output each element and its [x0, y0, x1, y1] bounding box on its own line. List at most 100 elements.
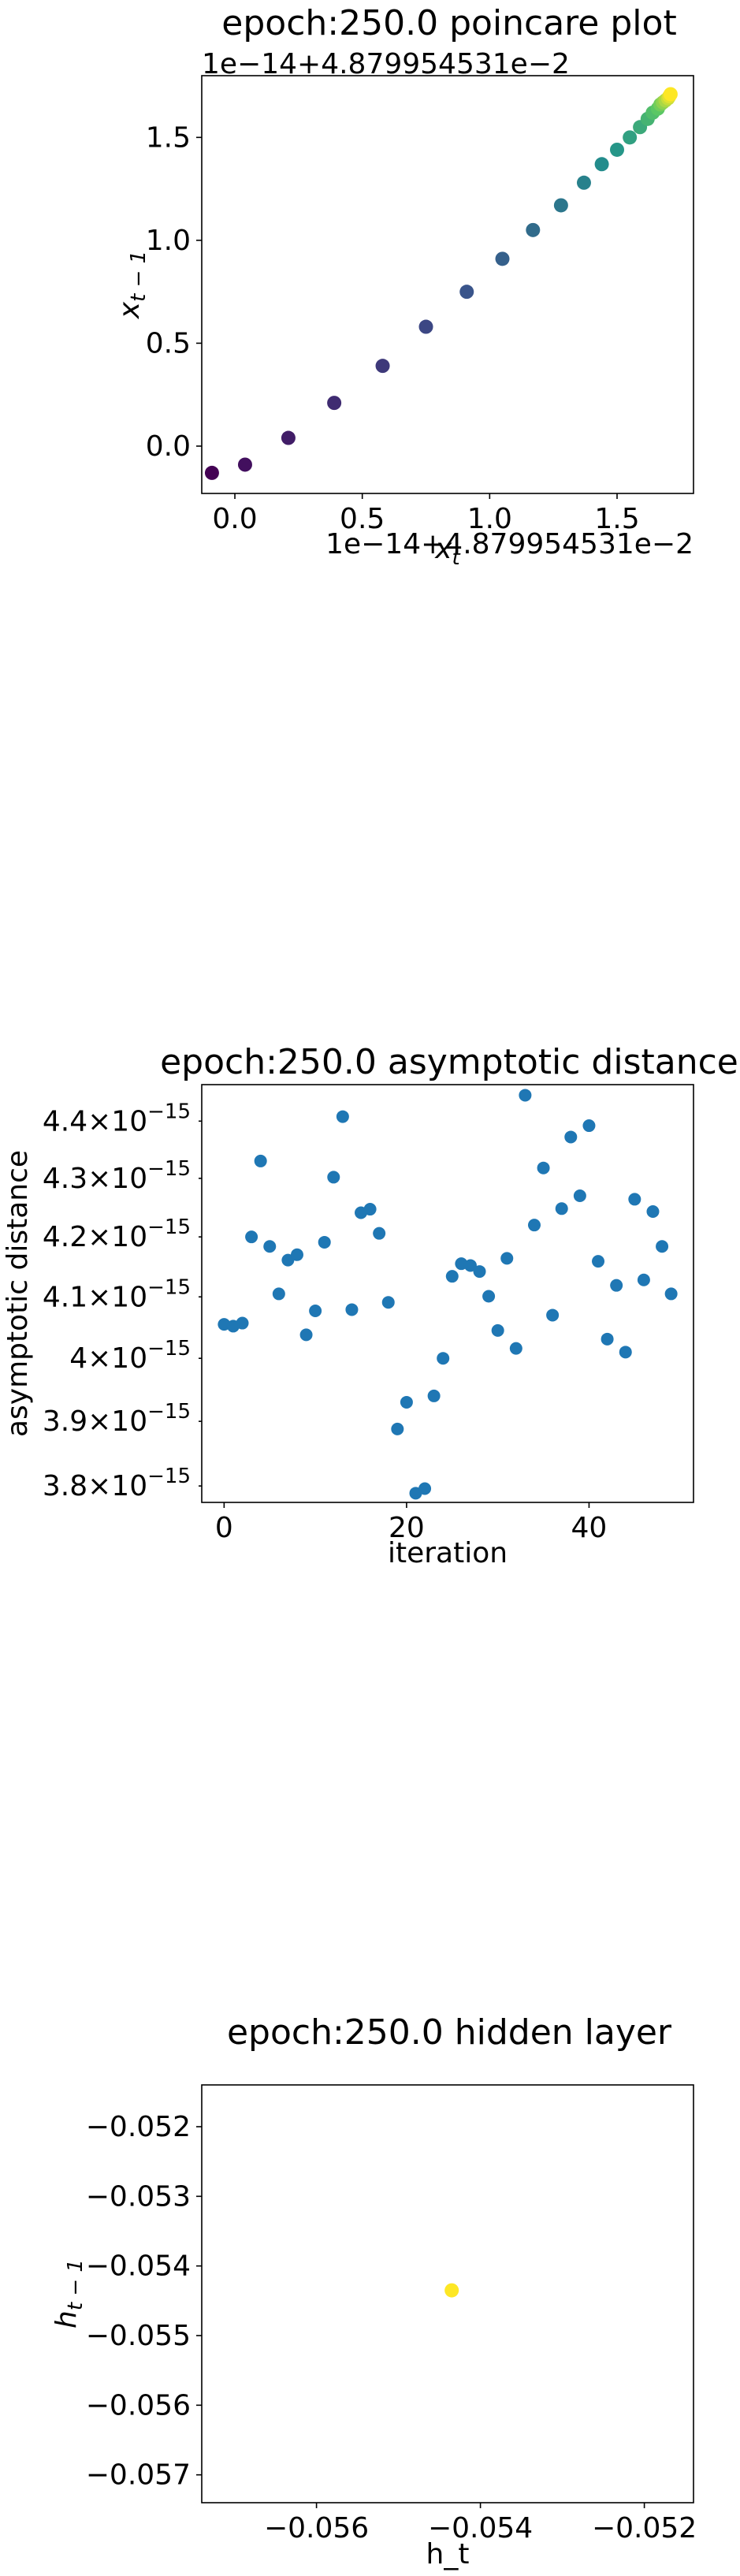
data-point — [509, 1342, 522, 1355]
hidden-layer-title: epoch:250.0 hidden layer — [227, 2012, 672, 2053]
data-point — [363, 1203, 377, 1216]
data-point — [375, 359, 390, 374]
data-point — [263, 1240, 277, 1253]
y-tick-label: 4.3×10−15 — [43, 1157, 191, 1195]
x-tick-label: 0 — [215, 1512, 233, 1544]
x-tick-label: 1.5 — [594, 503, 639, 535]
y-tick-label: 4.1×10−15 — [43, 1275, 191, 1313]
asymptotic-title: epoch:250.0 asymptotic distance — [160, 1042, 738, 1082]
y-tick-label: −0.054 — [86, 2250, 191, 2283]
x-tick-label: −0.054 — [428, 2512, 533, 2544]
data-point — [290, 1248, 303, 1261]
asymptotic-points — [218, 1089, 678, 1500]
data-point — [582, 1119, 596, 1133]
data-point — [555, 1202, 568, 1215]
y-tick-label: 4×10−15 — [69, 1337, 191, 1375]
data-point — [573, 1189, 586, 1202]
y-tick-label: −0.055 — [86, 2320, 191, 2352]
data-point — [495, 251, 510, 266]
y-tick-label: 0.5 — [146, 327, 191, 359]
hidden-layer-chart: epoch:250.0 hidden layer −0.056 −0.054 −0.… — [50, 2012, 697, 2570]
data-point — [236, 1316, 249, 1330]
y-tick-label: 1.5 — [146, 121, 191, 154]
data-point — [546, 1308, 560, 1322]
data-point — [318, 1235, 331, 1249]
data-point — [592, 1255, 605, 1268]
data-point — [619, 1346, 632, 1359]
poincare-points — [204, 87, 678, 480]
asymptotic-chart: epoch:250.0 asymptotic distance 0 20 40 3.8… — [2, 1042, 738, 1569]
poincare-ticks: 0.0 0.5 1.0 1.5 0.0 0.5 1.0 1.5 — [146, 121, 640, 535]
x-tick-label: 0.5 — [340, 503, 385, 535]
y-tick-label: −0.056 — [86, 2389, 191, 2422]
data-point — [491, 1323, 504, 1337]
data-point — [336, 1110, 349, 1123]
x-tick-label: 20 — [389, 1512, 425, 1544]
y-tick-label: 3.9×10−15 — [43, 1400, 191, 1438]
data-point — [610, 142, 625, 157]
y-tick-label: −0.052 — [86, 2111, 191, 2143]
data-point — [345, 1303, 359, 1316]
data-point — [527, 1219, 541, 1232]
data-point — [327, 396, 342, 411]
poincare-y-axis-label: xt − 1 — [113, 251, 151, 319]
data-point — [281, 1253, 295, 1267]
x-tick-label: 0.0 — [212, 503, 257, 535]
asymptotic-y-axis-label: asymptotic distance — [2, 1150, 34, 1437]
data-point — [463, 1259, 477, 1272]
data-point — [646, 1205, 660, 1219]
y-tick-label: −0.057 — [86, 2459, 191, 2492]
data-point — [663, 87, 678, 102]
data-point — [445, 1270, 459, 1283]
data-point — [281, 430, 296, 445]
data-point — [500, 1252, 514, 1265]
data-point — [610, 1279, 623, 1292]
data-point — [628, 1193, 641, 1206]
asymptotic-plot-frame — [201, 1084, 694, 1503]
hidden-layer-ticks: −0.056 −0.054 −0.052 −0.057 −0.056 −0.055 −0.0… — [86, 2111, 697, 2544]
data-point — [526, 222, 541, 237]
asymptotic-ticks: 0 20 40 3.8×10−15 3.9×10−15 4×10−15 4.1×10−15 4… — [43, 1100, 607, 1544]
hidden-layer-plot-frame — [201, 2084, 694, 2503]
poincare-chart: epoch:250.0 poincare plot 1e−14+4.879954… — [113, 3, 694, 570]
poincare-x-axis-label: xt — [434, 533, 460, 570]
data-point — [459, 285, 474, 300]
data-point — [204, 465, 219, 480]
data-point — [564, 1130, 578, 1144]
data-point — [553, 198, 568, 213]
data-point — [299, 1328, 313, 1342]
data-point — [381, 1296, 395, 1309]
data-point — [272, 1287, 285, 1301]
data-point — [473, 1265, 486, 1279]
data-point — [327, 1171, 340, 1184]
poincare-x-offset-text: 1e−14+4.879954531e−2 — [325, 528, 694, 560]
hidden-layer-y-axis-label: ht − 1 — [50, 2259, 87, 2328]
data-point — [418, 319, 433, 334]
data-point — [391, 1422, 404, 1435]
hidden-layer-points — [444, 2283, 459, 2298]
y-tick-label: 1.0 — [146, 225, 191, 257]
data-point — [373, 1227, 386, 1240]
x-tick-label: −0.056 — [264, 2512, 369, 2544]
data-point — [482, 1290, 496, 1303]
data-point — [601, 1332, 614, 1346]
data-point — [576, 175, 591, 190]
x-tick-label: 1.0 — [467, 503, 512, 535]
x-tick-label: 40 — [571, 1512, 608, 1544]
data-point — [537, 1161, 550, 1174]
poincare-plot-frame — [201, 75, 694, 494]
data-point — [519, 1089, 532, 1102]
y-tick-label: −0.053 — [86, 2180, 191, 2213]
asymptotic-x-axis-label: iteration — [388, 1537, 508, 1569]
data-point — [437, 1352, 450, 1365]
y-tick-label: 0.0 — [146, 430, 191, 463]
data-point — [656, 1240, 669, 1253]
data-point — [237, 457, 252, 472]
data-point — [637, 1273, 650, 1286]
data-point — [444, 2283, 459, 2298]
y-tick-label: 4.4×10−15 — [43, 1100, 191, 1137]
data-point — [400, 1395, 413, 1409]
poincare-title: epoch:250.0 poincare plot — [221, 3, 676, 43]
data-point — [245, 1230, 258, 1244]
